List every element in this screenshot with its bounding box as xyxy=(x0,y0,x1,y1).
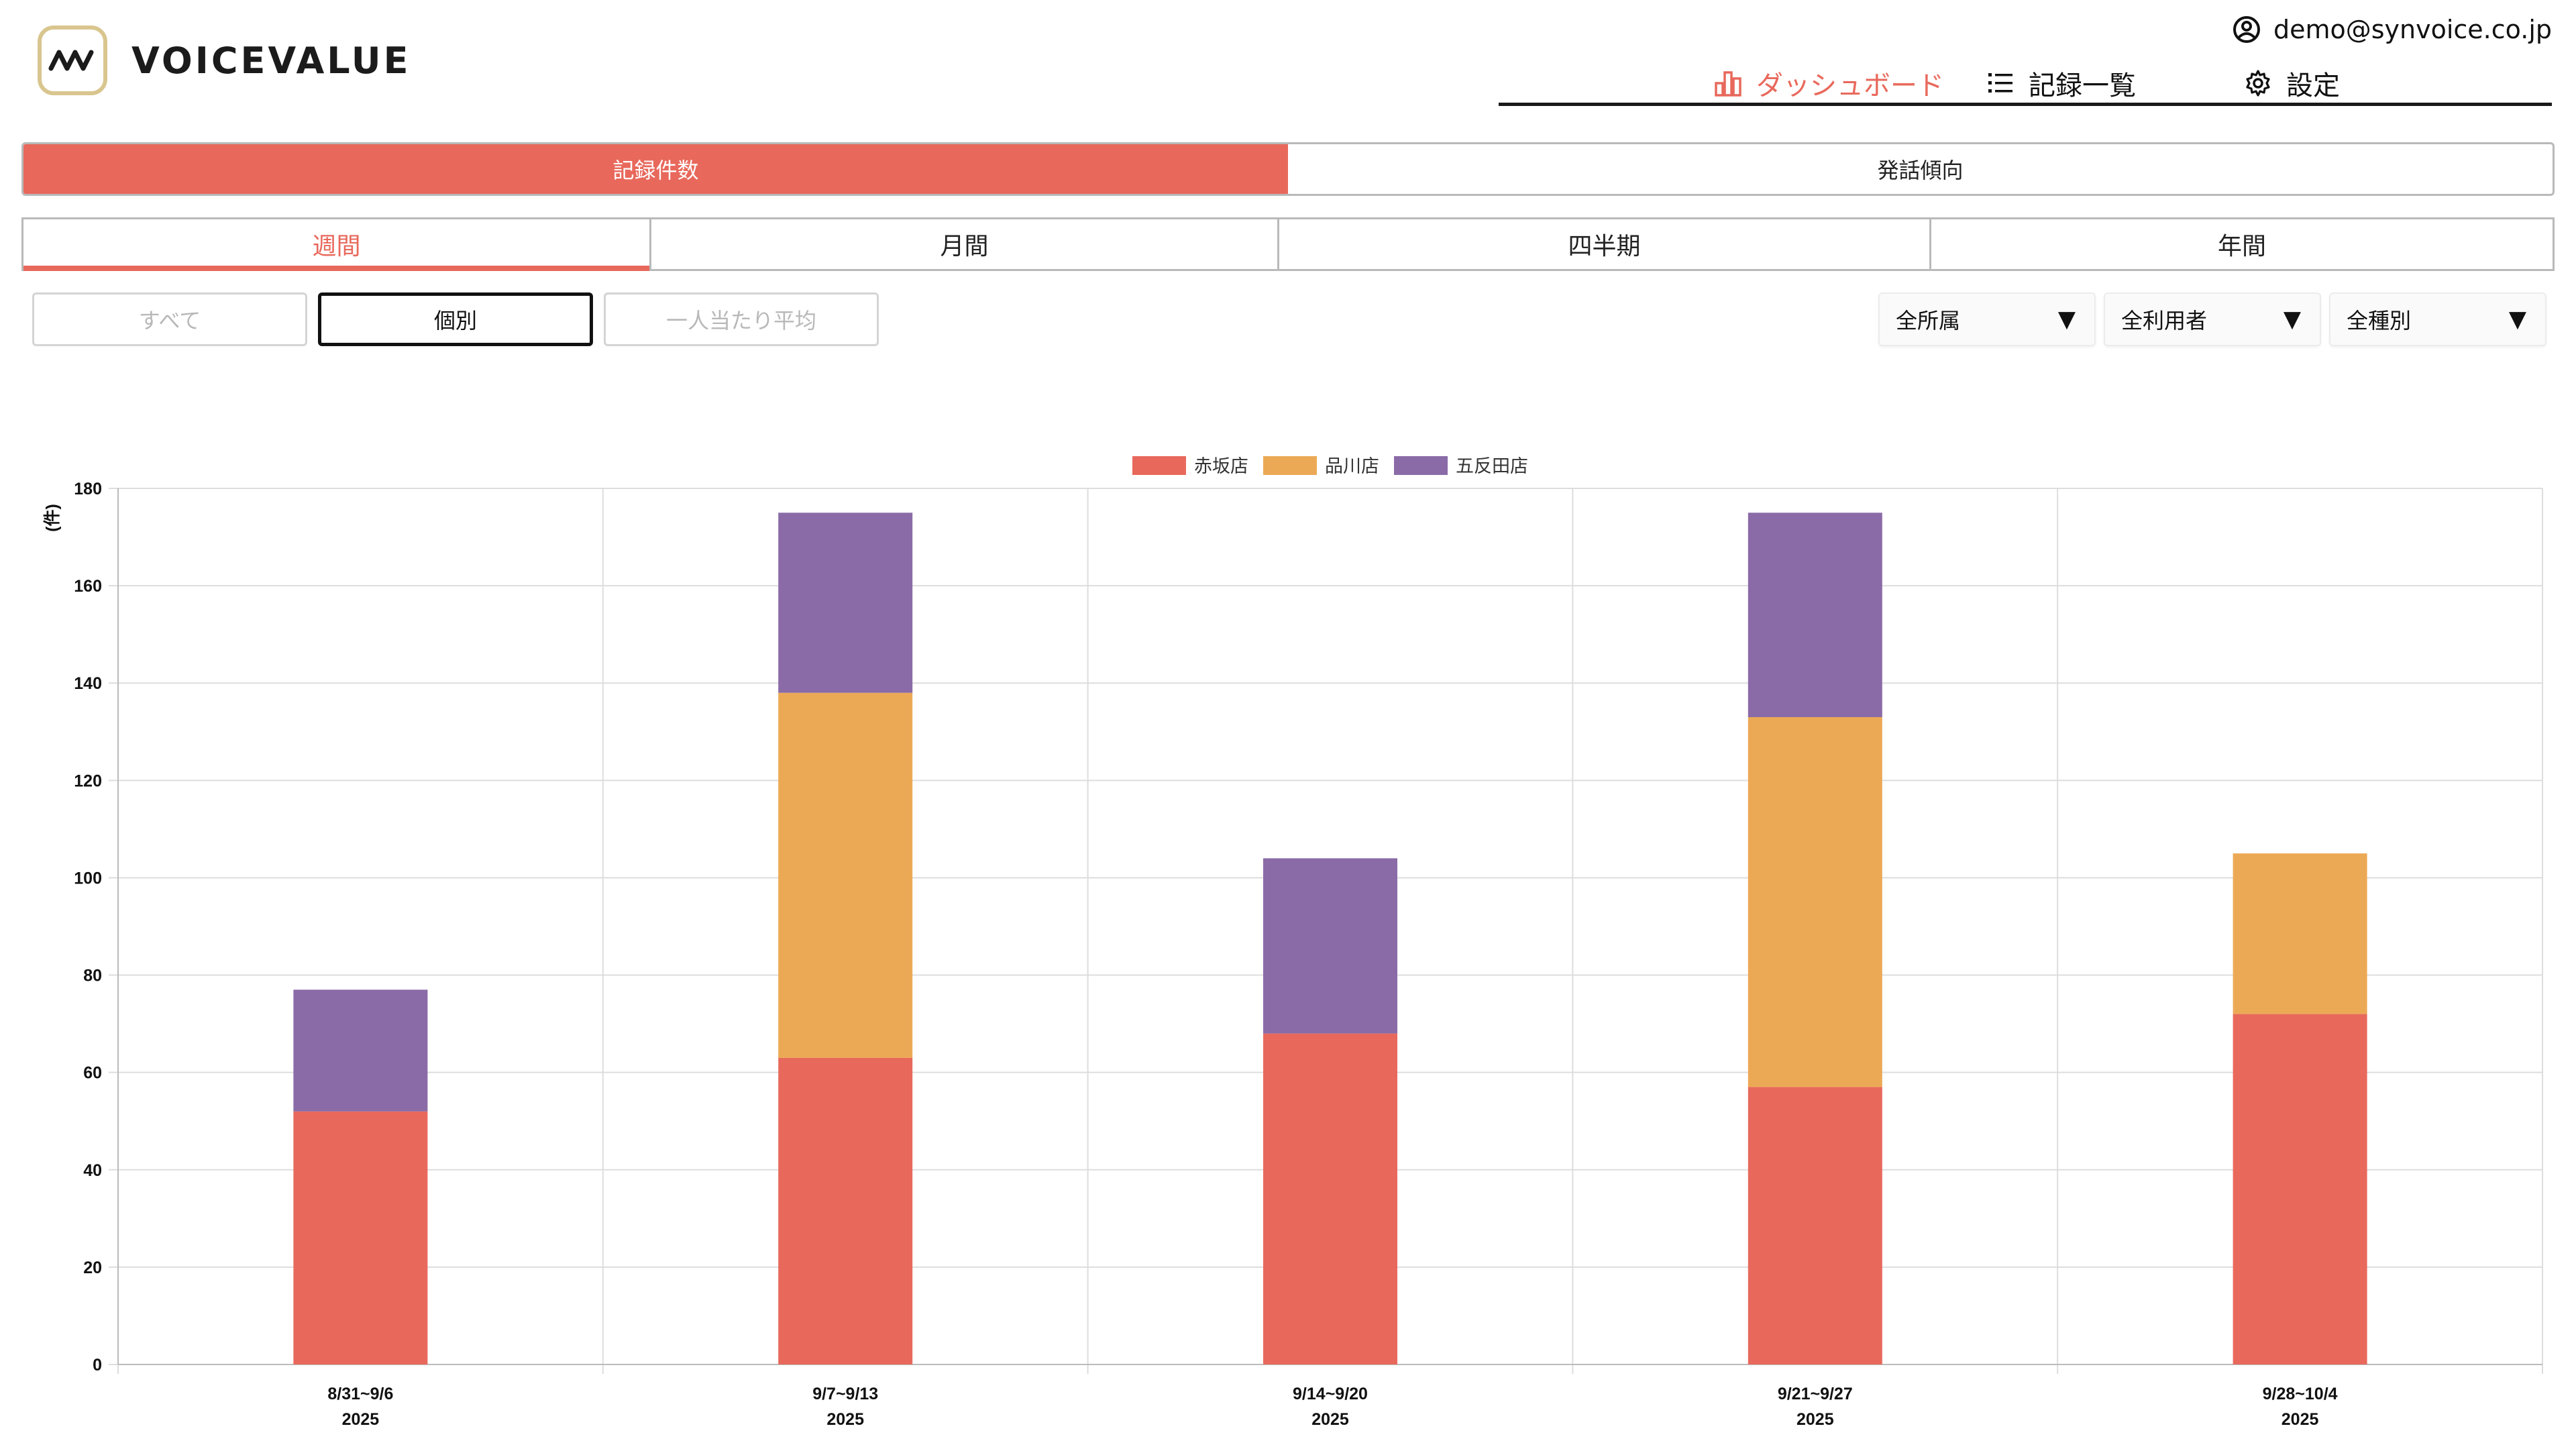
y-tick-label: 0 xyxy=(93,1356,102,1375)
bar-chart-icon xyxy=(1715,71,1741,97)
x-tick-label: 9/14~9/20 xyxy=(1293,1385,1368,1403)
y-tick-label: 20 xyxy=(83,1258,102,1277)
x-tick-label-year: 2025 xyxy=(2282,1410,2319,1429)
y-tick-label: 180 xyxy=(74,480,102,498)
filter-user-value: 全利用者 xyxy=(2121,308,2208,333)
filter-department-value: 全所属 xyxy=(1896,308,1961,333)
period-tab-bar: 週間 月間 四半期 年間 xyxy=(21,217,2555,271)
bar-segment xyxy=(293,1111,428,1364)
y-tick-label: 160 xyxy=(74,577,102,596)
logo-text: VOICEVALUE xyxy=(131,39,411,82)
legend-swatch xyxy=(1263,456,1317,475)
dropdown-arrow-icon: ▼ xyxy=(2283,306,2301,333)
bar-segment xyxy=(1263,1033,1397,1364)
x-tick-label-year: 2025 xyxy=(1311,1410,1349,1429)
filter-user-select[interactable]: 全利用者 ▼ xyxy=(2104,292,2321,346)
x-tick-label: 9/21~9/27 xyxy=(1778,1385,1853,1403)
filter-type-value: 全種別 xyxy=(2347,308,2412,333)
main-tab-bar: 記録件数 発話傾向 xyxy=(21,142,2555,196)
nav-settings[interactable]: 設定 xyxy=(2243,64,2340,102)
bar-segment xyxy=(1263,858,1397,1034)
y-tick-label: 100 xyxy=(74,869,102,888)
dropdown-arrow-icon: ▼ xyxy=(2057,306,2076,333)
tab-yearly[interactable]: 年間 xyxy=(2217,233,2266,260)
tab-weekly[interactable]: 週間 xyxy=(23,219,651,271)
tab-quarterly[interactable]: 四半期 xyxy=(1279,219,1931,269)
x-tick-label: 9/28~10/4 xyxy=(2263,1385,2338,1403)
filter-department-select[interactable]: 全所属 ▼ xyxy=(1878,292,2096,346)
x-tick-label-year: 2025 xyxy=(826,1410,864,1429)
tab-record-count[interactable]: 記録件数 xyxy=(23,144,1288,194)
y-tick-label: 140 xyxy=(74,674,102,693)
main-nav: ダッシュボード 記録一覧 設定 xyxy=(1499,64,2552,106)
bar-segment xyxy=(1748,513,1882,718)
legend-label: 品川店 xyxy=(1325,456,1379,477)
filter-type-select[interactable]: 全種別 ▼ xyxy=(2329,292,2546,346)
legend-swatch xyxy=(1132,456,1186,475)
user-circle-icon xyxy=(2233,16,2260,43)
legend-label: 赤坂店 xyxy=(1194,456,1248,477)
nav-dashboard-label: ダッシュボード xyxy=(1756,70,1944,101)
y-tick-label: 80 xyxy=(83,967,102,985)
tab-speech-trend[interactable]: 発話傾向 xyxy=(1877,158,1964,183)
bar-segment xyxy=(293,989,428,1112)
bar-segment xyxy=(1748,1087,1882,1364)
logo-mark-icon xyxy=(38,25,107,95)
x-tick-label-year: 2025 xyxy=(342,1410,380,1429)
mode-all-button[interactable]: すべて xyxy=(32,292,307,346)
nav-settings-label: 設定 xyxy=(2286,70,2340,101)
bar-segment xyxy=(2233,1014,2367,1364)
nav-records-label: 記録一覧 xyxy=(2029,70,2136,101)
bar-segment xyxy=(1748,717,1882,1087)
bar-segment xyxy=(778,1057,913,1364)
y-axis-title: (件) xyxy=(43,504,62,532)
account[interactable]: demo@synvoice.co.jp xyxy=(2232,15,2552,44)
x-tick-label: 8/31~9/6 xyxy=(327,1385,393,1403)
mode-per-person-average-button[interactable]: 一人当たり平均 xyxy=(604,292,879,346)
dropdown-arrow-icon: ▼ xyxy=(2508,306,2526,333)
list-icon xyxy=(1988,73,2012,93)
y-tick-label: 60 xyxy=(83,1064,102,1083)
legend-label: 五反田店 xyxy=(1456,456,1528,477)
logo: VOICEVALUE xyxy=(38,25,411,95)
bar-segment xyxy=(2233,853,2367,1014)
account-email: demo@synvoice.co.jp xyxy=(2273,15,2552,44)
x-tick-label-year: 2025 xyxy=(1796,1410,1834,1429)
gear-icon xyxy=(2246,70,2270,97)
bar-segment xyxy=(778,513,913,693)
y-tick-label: 120 xyxy=(74,771,102,790)
nav-dashboard[interactable]: ダッシュボード xyxy=(1713,64,1944,102)
x-tick-label: 9/7~9/13 xyxy=(812,1385,878,1403)
mode-individual-button[interactable]: 個別 xyxy=(318,292,593,346)
bar-segment xyxy=(778,692,913,1058)
tab-monthly[interactable]: 月間 xyxy=(651,219,1279,269)
legend-swatch xyxy=(1394,456,1448,475)
nav-records[interactable]: 記録一覧 xyxy=(1986,64,2136,102)
y-tick-label: 40 xyxy=(83,1161,102,1180)
